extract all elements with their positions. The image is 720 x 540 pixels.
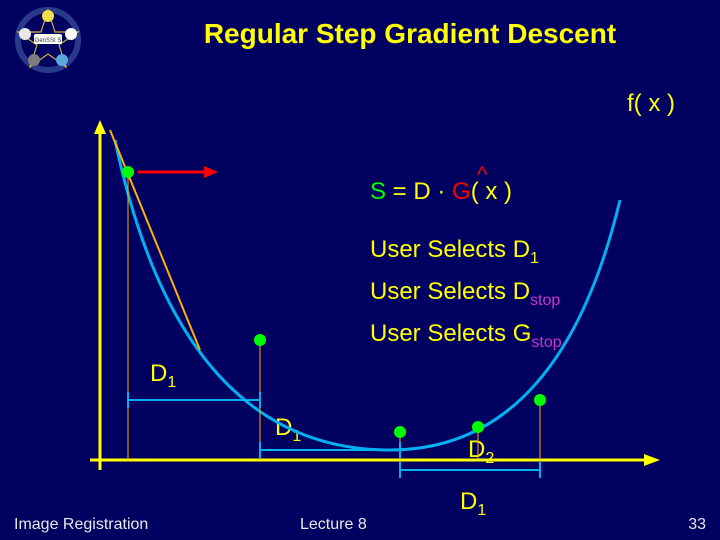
footer-left: Image Registration — [14, 516, 148, 534]
slide-logo: GenSSI S — [8, 4, 88, 76]
slide-number: 33 — [688, 516, 706, 534]
d1-label-bottom: D1 — [460, 488, 486, 520]
sample-points — [122, 166, 546, 438]
gradient-descent-plot — [60, 120, 660, 480]
step-arrow — [138, 166, 218, 178]
y-axis-arrow — [94, 120, 106, 134]
slide-title: Regular Step Gradient Descent — [140, 18, 680, 50]
fx-label: f( x ) — [627, 90, 675, 118]
footer-mid: Lecture 8 — [300, 516, 367, 534]
drop-lines — [128, 178, 540, 460]
x-axis-arrow — [644, 454, 660, 466]
svg-text:GenSSI S: GenSSI S — [35, 38, 62, 44]
tangent-line — [110, 130, 200, 350]
